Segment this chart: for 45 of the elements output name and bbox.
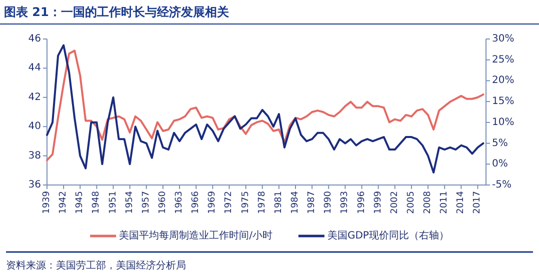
- y2-tick-label: 0%: [492, 158, 508, 170]
- y2-tick-label: 30%: [492, 34, 514, 44]
- x-tick-label: 2011: [440, 191, 450, 214]
- x-tick-label: 2008: [423, 190, 434, 214]
- x-tick-label: 1939: [42, 190, 52, 214]
- x-tick-label: 1957: [141, 191, 152, 214]
- x-tick-label: 1990: [324, 190, 334, 214]
- x-tick-label: 2014: [456, 190, 466, 214]
- y-tick-label: 44: [28, 62, 41, 74]
- x-tick-label: 1945: [75, 191, 86, 214]
- y2-tick-label: 25%: [492, 54, 514, 66]
- y2-tick-label: 20%: [492, 75, 514, 86]
- x-tick-label: 1948: [92, 190, 102, 214]
- x-tick-label: 1993: [340, 191, 350, 214]
- x-tick-label: 1999: [373, 190, 384, 214]
- y2-tick-label: 5%: [492, 138, 508, 149]
- y2-tick-label: 10%: [492, 116, 514, 128]
- x-tick-label: 1981: [274, 191, 284, 214]
- x-tick-label: 1972: [224, 191, 234, 214]
- x-tick-label: 1951: [108, 191, 118, 214]
- x-tick-label: 1954: [124, 190, 135, 214]
- y-tick-label: 46: [28, 34, 41, 44]
- x-tick-label: 1975: [240, 191, 251, 214]
- y2-tick-label: -5%: [492, 180, 512, 190]
- x-tick-label: 1978: [257, 190, 268, 214]
- x-tick-label: 2017: [472, 191, 483, 214]
- x-tick-label: 1969: [208, 190, 218, 214]
- legend-label: 美国GDP现价同比（右轴）: [327, 230, 449, 242]
- y-tick-label: 42: [28, 92, 41, 103]
- x-tick-label: 1966: [191, 190, 202, 214]
- y-tick-label: 40: [28, 121, 41, 132]
- legend-label: 美国平均每周制造业工作时间/小时: [119, 230, 272, 242]
- x-tick-label: 1987: [307, 191, 318, 214]
- x-tick-label: 1963: [174, 191, 185, 214]
- x-tick-label: 1996: [356, 190, 367, 214]
- y2-tick-label: 15%: [492, 96, 514, 108]
- x-tick-label: 1942: [58, 191, 69, 214]
- y-tick-label: 38: [28, 150, 41, 162]
- text: 资料来源：美国劳工部，美国经济分析局: [6, 260, 186, 272]
- y-tick-label: 36: [28, 180, 41, 190]
- chart-title: 图表 21：一国的工作时长与经济发展相关: [4, 5, 230, 19]
- x-tick-label: 1960: [158, 190, 168, 214]
- x-tick-label: 2005: [406, 191, 416, 214]
- x-tick-label: 2002: [390, 191, 400, 214]
- x-tick-label: 1984: [290, 190, 300, 214]
